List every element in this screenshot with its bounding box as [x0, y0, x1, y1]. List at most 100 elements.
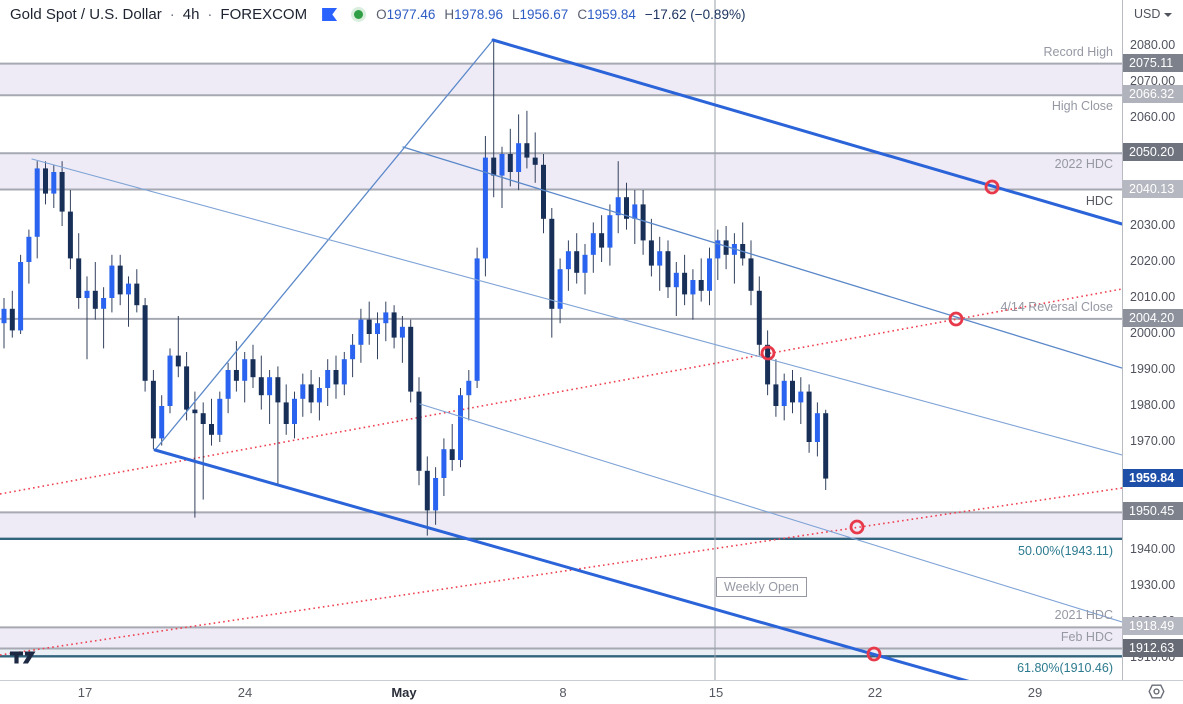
ascending-slope-lower[interactable] — [0, 487, 1122, 656]
open-value: 1977.46 — [386, 7, 436, 22]
channel-top-thick[interactable] — [491, 38, 1122, 226]
candle-body — [333, 370, 339, 385]
level-price-badge: 2040.13 — [1123, 179, 1183, 198]
level-label: High Close — [1051, 99, 1113, 114]
candle-body — [9, 308, 15, 331]
ascending-slope-upper[interactable] — [0, 288, 1122, 495]
tradingview-logo-icon[interactable] — [10, 650, 40, 665]
candle-body — [657, 251, 663, 266]
candle-body — [416, 391, 422, 471]
price-axis[interactable]: USD 2080.00 2070.00 2060.00 2030.00 2020.00 2… — [1122, 0, 1183, 680]
candle-body — [26, 236, 32, 262]
weekly-open-label[interactable]: Weekly Open — [716, 577, 807, 597]
candle-body — [690, 280, 696, 295]
candle-body — [557, 269, 563, 309]
time-tick-label: 15 — [708, 685, 724, 700]
currency-label: USD — [1134, 7, 1161, 21]
candle-body — [242, 359, 248, 381]
confluence-circle-marker[interactable] — [849, 519, 865, 535]
confluence-circle-marker[interactable] — [866, 646, 882, 662]
candle-body — [408, 326, 414, 392]
price-tick-label: 2080.00 — [1130, 38, 1176, 52]
symbol-title[interactable]: Gold Spot / U.S. Dollar — [10, 6, 162, 23]
candle-body — [300, 384, 306, 399]
level-label: HDC — [1085, 193, 1113, 208]
candle-body — [391, 312, 397, 338]
candle-body — [715, 240, 721, 259]
time-tick-label: 22 — [867, 685, 883, 700]
channel-mid-lower[interactable] — [419, 403, 1122, 623]
candle-body — [781, 380, 787, 406]
level-price-badge: 2075.11 — [1123, 53, 1183, 72]
candle-body — [67, 211, 73, 259]
high-label: H — [444, 7, 455, 22]
axis-settings-gear-icon[interactable] — [1147, 682, 1166, 701]
candle-body — [433, 478, 439, 511]
candle-body — [225, 370, 231, 399]
candle-body — [806, 391, 812, 442]
price-chart-canvas[interactable] — [0, 0, 1122, 680]
candle-body — [773, 384, 779, 406]
level-price-badge: 2066.32 — [1123, 85, 1183, 104]
level-label: 2021 HDC — [1054, 608, 1113, 623]
level-price-badge: 1912.63 — [1123, 638, 1183, 657]
candle-body — [632, 204, 638, 219]
time-tick-label: 17 — [77, 685, 93, 700]
channel-mid[interactable] — [31, 158, 1122, 456]
flag-icon[interactable] — [322, 8, 338, 21]
candle-body — [756, 290, 762, 345]
confluence-circle-marker[interactable] — [760, 345, 776, 361]
candle-body — [167, 355, 173, 406]
level-price-badge: 2004.20 — [1123, 308, 1183, 327]
confluence-circle-marker[interactable] — [984, 179, 1000, 195]
low-value: 1956.67 — [519, 7, 569, 22]
level-label: Record High — [1043, 44, 1113, 59]
sr-zone-band — [0, 153, 1122, 190]
candle-body — [292, 398, 297, 424]
time-axis[interactable]: 17 24 May 8 15 22 29 — [0, 680, 1183, 704]
candle-body — [424, 470, 430, 511]
candle-body — [358, 319, 364, 345]
channel-mid-upper[interactable] — [402, 146, 1122, 369]
candle-body — [76, 258, 82, 298]
chevron-down-icon — [1164, 13, 1173, 17]
candle-body — [524, 143, 530, 158]
fib-label: 50.00%(1943.11) — [1018, 543, 1113, 558]
sr-zone-band — [0, 648, 1122, 657]
candle-body — [92, 290, 98, 309]
candle-body — [233, 370, 239, 381]
price-tick-label: 1980.00 — [1130, 398, 1176, 412]
interval-label[interactable]: 4h — [182, 6, 200, 23]
confluence-circle-marker[interactable] — [948, 311, 964, 327]
candle-body — [507, 154, 513, 172]
level-label: 2022 HDC — [1054, 157, 1113, 172]
candle-body — [1, 308, 7, 324]
level-price-badge: 2050.20 — [1123, 143, 1183, 162]
channel-bottom-thick[interactable] — [153, 448, 992, 680]
candle-body — [549, 218, 555, 309]
candle-body — [59, 172, 65, 212]
candle-body — [565, 251, 571, 270]
candle-body — [316, 388, 322, 403]
candle-body — [217, 398, 223, 435]
price-tick-label: 1990.00 — [1130, 362, 1176, 376]
candle-body — [350, 344, 356, 360]
time-tick-label: 8 — [559, 685, 567, 700]
price-tick-label: 2000.00 — [1130, 326, 1176, 340]
market-status-dot-icon[interactable] — [354, 10, 364, 19]
candle-body — [441, 449, 447, 478]
exchange-label[interactable]: FOREXCOM — [220, 6, 308, 23]
candle-body — [665, 251, 671, 288]
rising-wedge-support[interactable] — [154, 39, 494, 451]
currency-selector[interactable]: USD — [1134, 7, 1173, 21]
price-tick-label: 2020.00 — [1130, 254, 1176, 268]
candle-body — [458, 395, 463, 460]
level-price-badge: 1918.49 — [1123, 617, 1183, 636]
price-tick-label: 2060.00 — [1130, 110, 1176, 124]
separator: · — [207, 6, 213, 23]
candle-body — [175, 355, 181, 367]
candle-body — [648, 240, 654, 266]
sr-zone-band — [0, 63, 1122, 96]
candle-body — [258, 377, 264, 396]
